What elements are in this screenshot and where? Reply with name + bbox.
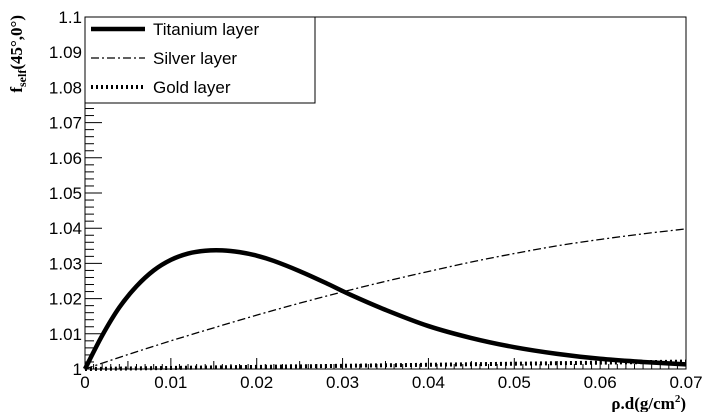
y-tick-label: 1.01 [49,325,82,344]
legend-box [84,16,316,104]
legend-label-silver-layer: Silver layer [153,49,237,68]
legend: Titanium layer Silver layer Gold layer [84,16,316,104]
y-tick-label: 1.09 [49,43,82,62]
y-tick-label: 1.03 [49,254,82,273]
y-axis-label-f: f [7,87,26,93]
y-tick-label: 1.08 [49,78,82,97]
x-tick-label: 0.02 [240,373,273,392]
y-axis-label: fself(45°,0°) [7,15,29,93]
legend-label-titanium-layer: Titanium layer [153,20,259,39]
x-axis-label-suffix: ) [680,394,686,412]
y-tick-label: 1.1 [58,8,82,27]
x-axis-label-sup: 2 [675,393,681,405]
y-tick-label: 1.02 [49,290,82,309]
x-tick-label: 0 [80,373,89,392]
y-tick-label: 1 [73,360,82,379]
x-axis: 0 0.01 0.02 0.03 0.04 0.05 0.06 0.07 [80,358,703,392]
x-tick-label: 0.04 [412,373,445,392]
series-line-silver-layer [84,228,687,370]
x-tick-label: 0.06 [584,373,617,392]
x-tick-label: 0.03 [326,373,359,392]
y-tick-label: 1.07 [49,114,82,133]
y-tick-label: 1.05 [49,184,82,203]
x-axis-label-prefix: ρ.d(g/cm [611,394,674,412]
x-tick-label: 0.05 [498,373,531,392]
x-tick-label: 0.07 [669,373,702,392]
x-tick-label: 0.01 [154,373,187,392]
y-tick-label: 1.04 [49,219,82,238]
legend-label-gold-layer: Gold layer [153,78,231,97]
x-axis-label: ρ.d(g/cm2) [611,393,686,412]
y-tick-label: 1.06 [49,149,82,168]
y-axis-label-sub: self [15,69,29,87]
series-line-titanium-layer [82,247,687,371]
y-axis-label-rest: (45°,0°) [7,15,26,70]
series-layer [82,228,687,371]
